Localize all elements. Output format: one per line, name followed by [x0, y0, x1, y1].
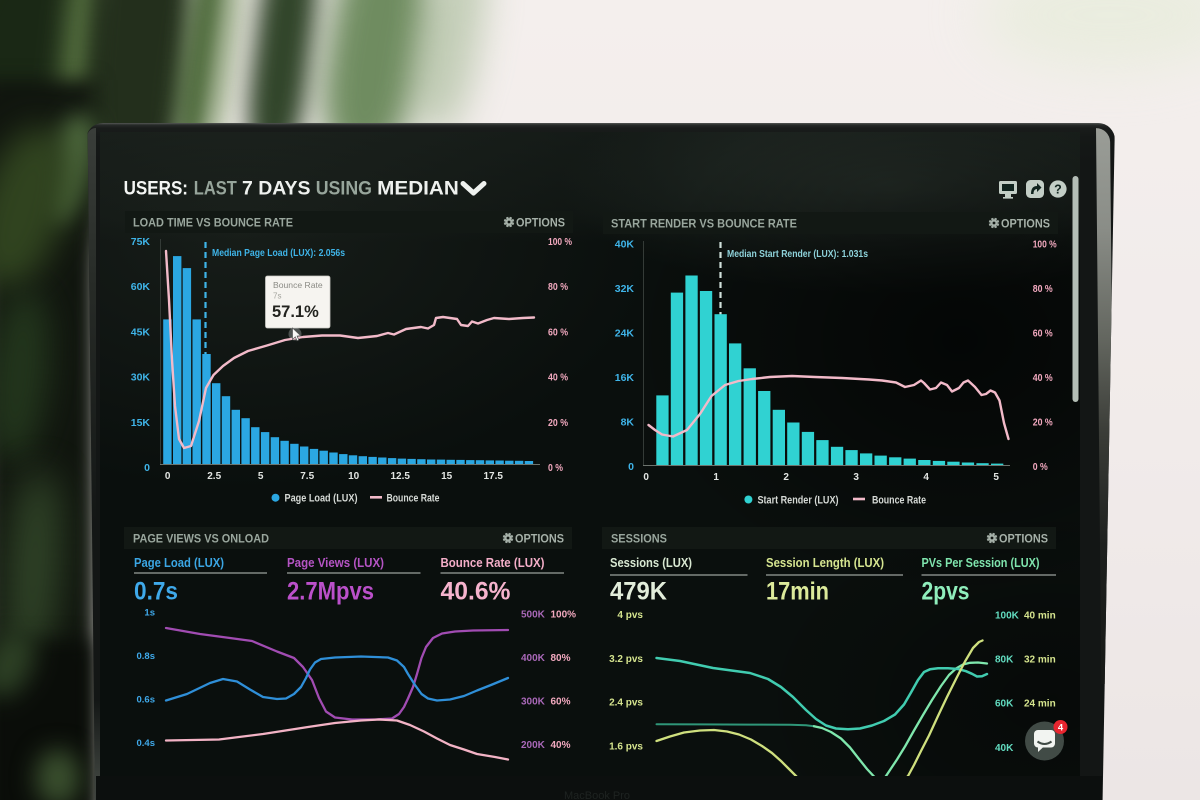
- svg-text:60K: 60K: [995, 699, 1014, 710]
- svg-text:START RENDER VS BOUNCE RATE: START RENDER VS BOUNCE RATE: [611, 219, 797, 231]
- svg-text:15: 15: [441, 471, 453, 482]
- svg-text:Start Render (LUX): Start Render (LUX): [758, 494, 839, 506]
- svg-text:Median Start Render (LUX): 1.0: Median Start Render (LUX): 1.031s: [727, 248, 868, 260]
- svg-text:100 %: 100 %: [1033, 238, 1058, 250]
- svg-text:4: 4: [1058, 723, 1064, 734]
- svg-text:479K: 479K: [610, 578, 667, 606]
- svg-text:Median Page Load (LUX): 2.056s: Median Page Load (LUX): 2.056s: [212, 247, 345, 259]
- svg-text:Page Views (LUX): Page Views (LUX): [287, 555, 384, 570]
- svg-text:MEDIAN: MEDIAN: [377, 179, 459, 200]
- svg-text:PAGE VIEWS VS ONLOAD: PAGE VIEWS VS ONLOAD: [133, 534, 269, 546]
- svg-text:40 %: 40 %: [548, 372, 569, 384]
- svg-text:OPTIONS: OPTIONS: [516, 218, 565, 230]
- svg-text:0.4s: 0.4s: [137, 738, 156, 749]
- svg-text:MacBook Pro: MacBook Pro: [564, 790, 630, 800]
- svg-text:0.7s: 0.7s: [134, 578, 178, 606]
- svg-text:LAST: LAST: [194, 179, 237, 200]
- svg-text:2.7Mpvs: 2.7Mpvs: [287, 578, 374, 606]
- svg-text:Sessions (LUX): Sessions (LUX): [610, 555, 692, 570]
- svg-text:4 pvs: 4 pvs: [617, 610, 643, 621]
- svg-text:40 %: 40 %: [1033, 372, 1054, 384]
- svg-text:Bounce Rate: Bounce Rate: [387, 493, 440, 505]
- svg-text:24K: 24K: [615, 328, 635, 340]
- svg-text:1.6 pvs: 1.6 pvs: [609, 741, 643, 752]
- svg-text:OPTIONS: OPTIONS: [515, 534, 564, 546]
- svg-text:0.6s: 0.6s: [137, 695, 156, 706]
- svg-text:57.1%: 57.1%: [272, 303, 319, 321]
- svg-text:40%: 40%: [551, 740, 571, 751]
- svg-text:60K: 60K: [131, 281, 151, 293]
- svg-text:15K: 15K: [131, 417, 151, 429]
- svg-text:Bounce Rate (LUX): Bounce Rate (LUX): [441, 555, 545, 570]
- svg-text:Bounce Rate: Bounce Rate: [872, 494, 926, 506]
- svg-text:0.8s: 0.8s: [137, 651, 156, 662]
- svg-text:45K: 45K: [131, 326, 151, 338]
- svg-text:1: 1: [713, 472, 719, 483]
- svg-text:2pvs: 2pvs: [922, 578, 970, 606]
- svg-text:16K: 16K: [615, 372, 635, 384]
- svg-text:LOAD TIME VS BOUNCE RATE: LOAD TIME VS BOUNCE RATE: [133, 218, 293, 230]
- svg-text:24 min: 24 min: [1024, 699, 1056, 710]
- svg-text:0: 0: [144, 462, 150, 474]
- svg-text:17min: 17min: [766, 578, 829, 606]
- svg-text:USING: USING: [316, 179, 372, 200]
- svg-text:40K: 40K: [995, 743, 1014, 754]
- svg-text:80 %: 80 %: [548, 281, 569, 293]
- svg-text:80K: 80K: [995, 655, 1014, 666]
- svg-text:20 %: 20 %: [548, 417, 569, 429]
- svg-text:3.2 pvs: 3.2 pvs: [609, 654, 643, 665]
- svg-text:0: 0: [165, 471, 171, 482]
- svg-text:200K: 200K: [521, 740, 546, 751]
- svg-text:Page Load (LUX): Page Load (LUX): [285, 493, 358, 505]
- svg-text:30K: 30K: [131, 372, 151, 384]
- svg-text:SESSIONS: SESSIONS: [611, 534, 667, 546]
- svg-text:PVs Per Session (LUX): PVs Per Session (LUX): [922, 555, 1040, 570]
- svg-text:17.5: 17.5: [483, 471, 503, 482]
- svg-text:100 %: 100 %: [548, 236, 573, 248]
- svg-text:0 %: 0 %: [548, 462, 564, 474]
- svg-text:300K: 300K: [521, 697, 546, 708]
- svg-text:2.5: 2.5: [207, 471, 221, 482]
- svg-text:60 %: 60 %: [1033, 328, 1054, 340]
- svg-text:7s: 7s: [273, 292, 281, 301]
- svg-text:400K: 400K: [521, 653, 546, 664]
- svg-text:32 min: 32 min: [1024, 655, 1056, 666]
- svg-text:7.5: 7.5: [300, 471, 314, 482]
- svg-text:OPTIONS: OPTIONS: [1001, 219, 1050, 231]
- svg-text:8K: 8K: [621, 417, 635, 429]
- svg-text:0: 0: [628, 461, 634, 473]
- svg-text:40K: 40K: [615, 238, 635, 250]
- svg-text:2.4 pvs: 2.4 pvs: [609, 698, 643, 709]
- svg-text:100K: 100K: [995, 611, 1020, 622]
- svg-text:3: 3: [853, 472, 859, 483]
- svg-text:60%: 60%: [551, 697, 571, 708]
- svg-text:80 %: 80 %: [1033, 283, 1054, 295]
- svg-text:1s: 1s: [144, 608, 155, 619]
- svg-text:4: 4: [923, 472, 929, 483]
- svg-text:40.6%: 40.6%: [441, 578, 511, 606]
- svg-text:40 min: 40 min: [1024, 611, 1056, 622]
- svg-text:USERS:: USERS:: [124, 179, 188, 200]
- svg-text:100%: 100%: [551, 610, 577, 621]
- svg-text:0: 0: [643, 472, 649, 483]
- svg-text:Session Length (LUX): Session Length (LUX): [766, 555, 884, 570]
- svg-text:Page Load (LUX): Page Load (LUX): [134, 555, 224, 570]
- svg-text:?: ?: [1054, 182, 1062, 196]
- svg-text:5: 5: [258, 471, 264, 482]
- svg-text:60 %: 60 %: [548, 326, 569, 338]
- svg-text:7 DAYS: 7 DAYS: [242, 179, 311, 200]
- svg-text:OPTIONS: OPTIONS: [999, 534, 1048, 546]
- svg-text:80%: 80%: [551, 653, 571, 664]
- svg-text:32K: 32K: [615, 283, 635, 295]
- svg-text:0 %: 0 %: [1033, 461, 1049, 473]
- svg-text:500K: 500K: [521, 610, 546, 621]
- svg-text:2: 2: [783, 472, 789, 483]
- svg-text:12.5: 12.5: [390, 471, 410, 482]
- svg-text:10: 10: [348, 471, 360, 482]
- svg-text:Bounce Rate: Bounce Rate: [273, 280, 323, 290]
- svg-text:75K: 75K: [131, 236, 151, 248]
- svg-text:20 %: 20 %: [1033, 417, 1054, 429]
- svg-text:5: 5: [993, 472, 999, 483]
